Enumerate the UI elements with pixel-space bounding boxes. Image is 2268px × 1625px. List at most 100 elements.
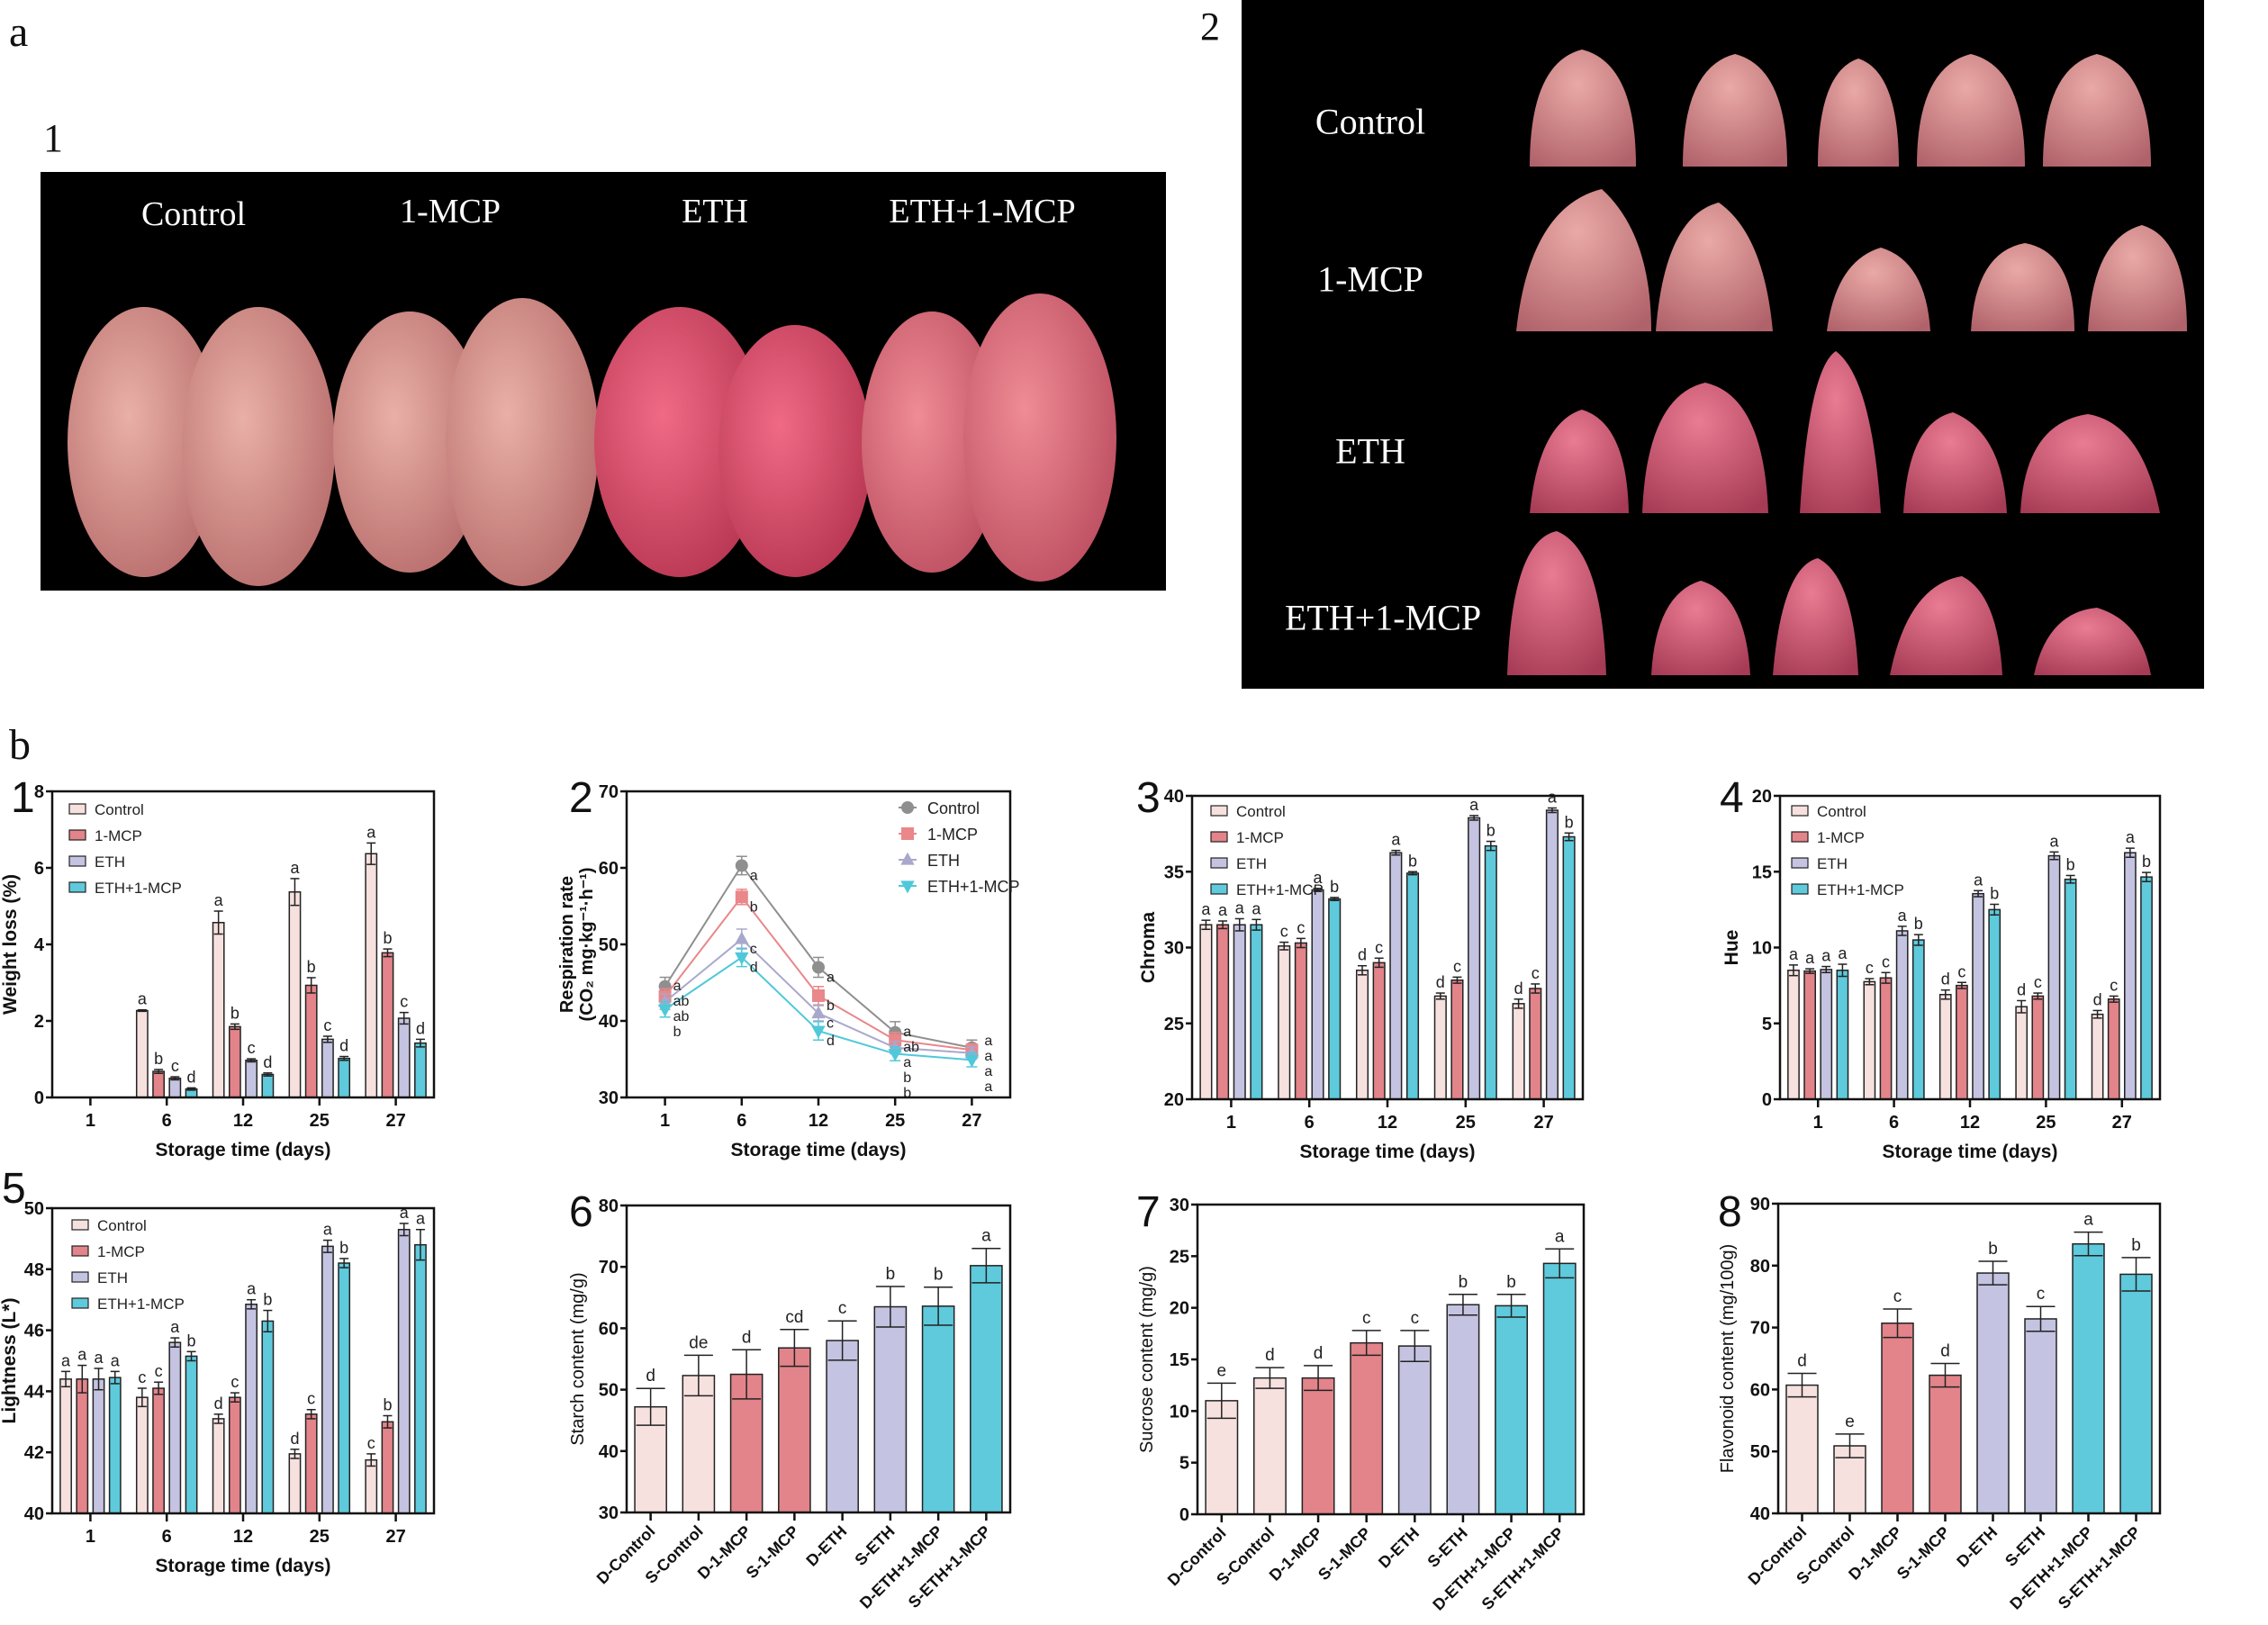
significance-letter: a [400,1204,410,1222]
panel-number: 4 [1720,774,1744,822]
x-tick-label: 1 [86,1111,95,1131]
significance-letter: b [1988,1240,1998,1259]
significance-letter: b [187,1332,196,1350]
data-point [964,1054,980,1068]
bar [2072,1242,2105,1514]
x-tick-label: D-ETH [1375,1524,1423,1572]
legend-marker [900,880,915,894]
significance-letter: d [742,1328,752,1347]
bar [1956,984,1968,1100]
significance-letter: c [248,1039,256,1057]
bar [1988,908,2001,1100]
legend-swatch [68,829,86,841]
significance-letter: a [984,1049,992,1064]
bar [92,1378,105,1514]
y-tick-label: 70 [599,1258,619,1277]
significance-letter: c [827,1016,834,1032]
y-tick-label: 60 [599,1319,619,1339]
y-tick-label: 5 [1179,1454,1189,1474]
significance-letter: c [171,1057,179,1075]
significance-letter: c [1362,1309,1371,1328]
significance-letter: a [1974,871,1983,889]
legend-label: ETH [1236,855,1267,872]
significance-letter: b [1506,1273,1516,1292]
significance-letter: c [838,1299,847,1318]
bar [1216,924,1230,1100]
legend-label: Control [95,801,144,818]
x-tick-label: 12 [809,1111,828,1131]
bar [2047,854,2061,1100]
y-axis-title: Respiration rate [558,876,577,1013]
x-tick-label: 12 [233,1527,253,1547]
significance-letter: a [903,1025,911,1040]
bar [1199,924,1213,1100]
panel-number: 1 [11,774,35,822]
x-tick-label: 25 [2036,1113,2056,1133]
significance-letter: b [903,1086,911,1101]
bar [2024,1318,2057,1514]
significance-letter: a [2126,828,2136,846]
x-tick-label: 25 [310,1527,330,1547]
significance-letter: d [416,1019,425,1037]
y-tick-label: 30 [599,1088,619,1108]
x-tick-label: D-ETH+1-MCP [2006,1523,2096,1613]
row-label-eth: ETH [1335,430,1405,472]
significance-letter: a [673,979,682,994]
y-tick-label: 10 [1170,1402,1189,1422]
legend-swatch [71,1219,89,1231]
photo-panel-1: Control 1-MCP ETH ETH+1-MCP [41,172,1166,591]
photo-label-1-mcp: 1-MCP [400,193,501,230]
bar [2091,1013,2104,1100]
bar [2107,998,2120,1100]
x-tick-label: D-ETH [1953,1523,2001,1571]
y-tick-label: 48 [24,1260,44,1280]
x-tick-label: S-1-MCP [1315,1524,1374,1584]
sweet-potato-tops-photo [1507,50,2187,675]
y-axis-title: Hue [1721,930,1742,966]
x-tick-label: 6 [162,1111,172,1131]
y-tick-label: 60 [1750,1380,1770,1400]
bar [2015,1006,2029,1100]
significance-letter: a [984,1064,992,1079]
bar [304,1413,318,1514]
x-tick-label: 1 [660,1111,670,1131]
x-tick-label: S-ETH+1-MCP [1478,1524,1568,1613]
significance-letter: a [138,990,148,1008]
x-tick-label: 27 [385,1111,405,1131]
significance-letter: d [646,1367,655,1386]
chart-sucrose-content: 7ed dc cb ba051015202530D-ControlS-ControlD… [1136,1188,1586,1614]
x-tick-label: 25 [885,1111,905,1131]
y-axis-title: Lightness (L*) [0,1298,20,1424]
bar [381,1421,394,1514]
y-tick-label: 70 [599,782,619,802]
x-tick-label: D-ETH+1-MCP [856,1522,946,1612]
significance-letter: b [1330,878,1339,896]
significance-letter: b [903,1070,911,1086]
legend-label: 1-MCP [97,1243,145,1260]
bar [2064,878,2077,1100]
bar [212,1418,225,1514]
y-tick-label: 70 [1750,1319,1770,1339]
significance-letter: d [2017,980,2026,998]
bar [288,891,302,1098]
legend-marker [900,852,915,865]
bar [970,1265,1003,1513]
significance-letter: a [1548,788,1558,806]
significance-letter: c [1453,957,1461,975]
significance-letter: c [1532,964,1540,982]
photo-label-eth-1-mcp: ETH+1-MCP [889,193,1076,230]
row-label-eth-1-mcp: ETH+1-MCP [1284,597,1482,638]
data-point [811,1006,826,1019]
bar [397,1228,411,1514]
bar [397,1017,411,1098]
legend-swatch [71,1271,89,1283]
significance-letter: a [1201,900,1211,918]
data-point [735,890,748,904]
data-point [657,1004,673,1017]
y-axis-title: Sucrose content (mg/g) [1137,1266,1157,1453]
bar [168,1078,182,1098]
bar [1389,852,1403,1100]
significance-letter: a [827,970,835,986]
bar [152,1070,165,1098]
